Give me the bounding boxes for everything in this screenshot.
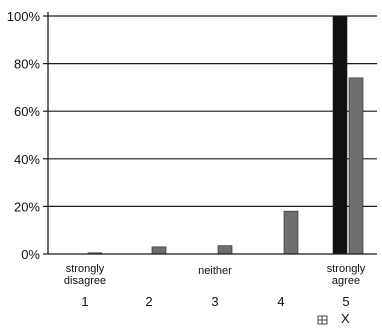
x-tick-label: 5 — [342, 294, 349, 309]
x-axis-title: X — [341, 311, 350, 326]
category-label: agree — [332, 275, 360, 287]
category-label: strongly — [66, 263, 105, 275]
x-tick-label: 2 — [145, 294, 152, 309]
bar-series2-x3 — [217, 245, 233, 255]
bar-series2-x5 — [348, 77, 364, 255]
x-tick-label: 1 — [81, 294, 88, 309]
axis-mark-icon — [317, 315, 328, 325]
y-tick-label: 60% — [14, 104, 40, 119]
x-tick-label: 4 — [277, 294, 284, 309]
y-tick-label: 80% — [14, 57, 40, 72]
y-tick-label: 0% — [21, 247, 40, 262]
y-tick-label: 100% — [7, 9, 41, 24]
category-label: strongly — [327, 263, 366, 275]
axes — [43, 12, 377, 255]
y-tick-label: 20% — [14, 199, 40, 214]
category-label: neither — [198, 265, 232, 277]
bars — [87, 15, 364, 255]
bar-series2-x4 — [283, 210, 299, 255]
gridlines — [48, 15, 377, 207]
x-tick-label: 3 — [211, 294, 218, 309]
category-label: disagree — [64, 275, 106, 287]
bar-series2-x2 — [151, 246, 167, 255]
y-tick-label: 40% — [14, 152, 40, 167]
labels: 0%20%40%60%80%100%stronglydisagreeneithe… — [7, 9, 366, 309]
bar-series1-x5 — [332, 15, 348, 255]
